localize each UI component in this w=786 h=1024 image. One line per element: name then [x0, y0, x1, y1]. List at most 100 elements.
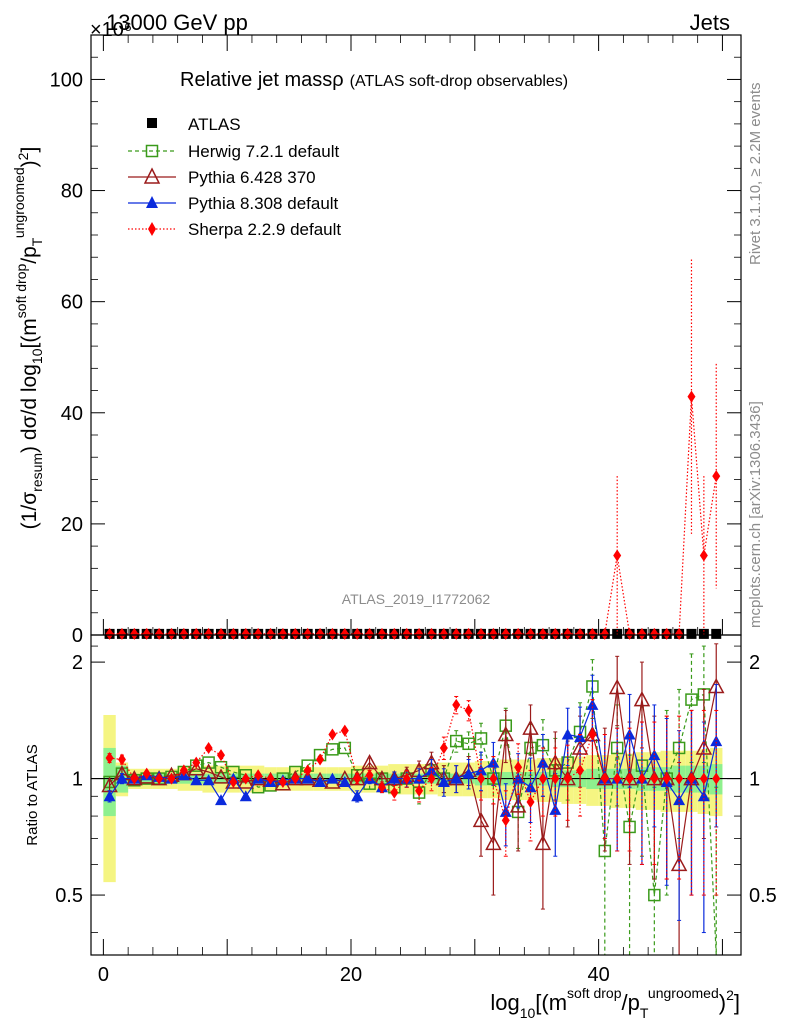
main-point-sherpa-2-2-9-default-45: [662, 627, 671, 640]
ratio-y-tick-label-1: 1: [72, 769, 83, 791]
ratio-point-pythia-8-308-default-38: [574, 731, 587, 743]
main-point-sherpa-2-2-9-default-11: [241, 627, 250, 640]
ratio-point-pythia-6-428-370-35: [534, 834, 552, 851]
ratio-point-sherpa-2-2-9-default-36: [551, 772, 560, 785]
main-point-sherpa-2-2-9-default-20: [353, 627, 362, 640]
ratio-point-pythia-8-308-default-17: [314, 775, 327, 787]
main-point-sherpa-2-2-9-default-44: [650, 627, 659, 640]
ratio-plot-data: [101, 643, 725, 956]
ratio-point-sherpa-2-2-9-default-7: [192, 756, 201, 769]
ratio-point-sherpa-2-2-9-default-20: [353, 772, 362, 785]
ratio-point-sherpa-2-2-9-default-17: [316, 753, 325, 766]
ratio-point-pythia-8-308-default-18: [326, 772, 339, 784]
scale-multiplier: ×10⁶: [90, 19, 132, 41]
ratio-point-sherpa-2-2-9-default-1: [117, 753, 126, 766]
ratio-point-pythia-8-308-default-36: [549, 803, 562, 815]
legend-pythia6: Pythia 6.428 370: [128, 167, 316, 187]
ratio-point-sherpa-2-2-9-default-5: [167, 772, 176, 785]
ratio-point-pythia-8-308-default-37: [561, 728, 574, 740]
ratio-point-sherpa-2-2-9-default-2: [130, 772, 139, 785]
main-point-sherpa-2-2-9-default-3: [142, 627, 151, 640]
ratio-point-sherpa-2-2-9-default-0: [105, 752, 114, 765]
ratio-y-tick-label-2: 2: [72, 652, 83, 674]
main-point-sherpa-2-2-9-default-16: [303, 627, 312, 640]
ratio-point-sherpa-2-2-9-default-44: [650, 772, 659, 785]
legend-herwig: Herwig 7.2.1 default: [128, 142, 339, 161]
main-plot-data: [104, 259, 722, 640]
ratio-point-sherpa-2-2-9-default-27: [439, 741, 448, 754]
ratio-point-sherpa-2-2-9-default-26: [427, 772, 436, 785]
main-point-atlas-49: [711, 628, 722, 639]
main-line-sherpa-2-2-9-default: [109, 396, 717, 635]
main-point-sherpa-2-2-9-default-46: [675, 627, 684, 640]
ratio-point-sherpa-2-2-9-default-35: [538, 772, 547, 785]
ratio-point-pythia-8-308-default-33: [512, 772, 525, 784]
main-y-tick-label-20: 20: [61, 514, 83, 536]
ratio-point-pythia-8-308-default-29: [462, 767, 475, 779]
main-point-sherpa-2-2-9-default-31: [489, 627, 498, 640]
main-point-sherpa-2-2-9-default-2: [130, 627, 139, 640]
main-point-sherpa-2-2-9-default-18: [328, 627, 337, 640]
ratio-point-sherpa-2-2-9-default-43: [637, 772, 646, 785]
main-point-sherpa-2-2-9-default-48: [699, 549, 708, 562]
ratio-point-sherpa-2-2-9-default-46: [675, 772, 684, 785]
main-series-sherpa-2-2-9-default: [105, 259, 721, 640]
ratio-point-sherpa-2-2-9-default-25: [415, 784, 424, 797]
ratio-point-pythia-8-308-default-11: [239, 790, 252, 802]
process-label: Jets: [690, 10, 730, 35]
main-point-sherpa-2-2-9-default-17: [316, 627, 325, 640]
main-point-sherpa-2-2-9-default-22: [377, 627, 386, 640]
ratio-point-sherpa-2-2-9-default-11: [241, 772, 250, 785]
ratio-point-sherpa-2-2-9-default-42: [625, 772, 634, 785]
main-point-atlas-47: [686, 628, 697, 639]
ratio-point-sherpa-2-2-9-default-41: [613, 772, 622, 785]
ratio-y-axis-label: Ratio to ATLAS: [24, 744, 41, 845]
ratio-point-sherpa-2-2-9-default-4: [155, 772, 164, 785]
main-point-sherpa-2-2-9-default-28: [452, 627, 461, 640]
main-point-sherpa-2-2-9-default-24: [402, 627, 411, 640]
ratio-point-sherpa-2-2-9-default-29: [464, 704, 473, 717]
main-point-sherpa-2-2-9-default-5: [167, 627, 176, 640]
ratio-plot-frame: [90, 634, 742, 956]
main-point-sherpa-2-2-9-default-8: [204, 627, 213, 640]
svg-text:log10[(msoft drop/pTungroomed): log10[(msoft drop/pTungroomed)2]: [490, 985, 740, 1021]
ratio-point-sherpa-2-2-9-default-19: [340, 724, 349, 737]
ratio-point-pythia-6-428-370-31: [485, 834, 502, 851]
svg-text:(1/σresum) dσ/d log10[(msoft d: (1/σresum) dσ/d log10[(msoft drop/pTungr…: [11, 147, 45, 530]
ratio-y-tick-label-right-2: 2: [749, 652, 760, 674]
main-point-sherpa-2-2-9-default-25: [415, 627, 424, 640]
ratio-point-pythia-8-308-default-27: [437, 775, 450, 787]
main-point-sherpa-2-2-9-default-26: [427, 627, 436, 640]
svg-text:Pythia 8.308 default: Pythia 8.308 default: [188, 194, 339, 213]
ratio-point-herwig-7-2-1-default-18: [326, 743, 339, 756]
ratio-y-tick-label-right-1: 1: [749, 769, 760, 791]
main-point-sherpa-2-2-9-default-32: [501, 627, 510, 640]
main-point-sherpa-2-2-9-default-6: [179, 627, 188, 640]
analysis-id: ATLAS_2019_I1772062: [342, 591, 491, 607]
ratio-point-pythia-6-428-370-12: [249, 769, 267, 786]
main-y-tick-label-60: 60: [61, 292, 83, 314]
main-point-sherpa-2-2-9-default-42: [625, 627, 634, 640]
legend-pythia8: Pythia 8.308 default: [128, 194, 339, 213]
ratio-point-pythia-8-308-default-28: [450, 772, 463, 784]
main-point-sherpa-2-2-9-default-10: [229, 627, 238, 640]
ratio-point-sherpa-2-2-9-default-40: [600, 772, 609, 785]
main-point-sherpa-2-2-9-default-40: [600, 627, 609, 640]
ratio-point-pythia-8-308-default-42: [623, 728, 636, 740]
ratio-point-sherpa-2-2-9-default-32: [501, 814, 510, 827]
ratio-point-pythia-6-428-370-21: [361, 753, 378, 770]
main-point-sherpa-2-2-9-default-19: [340, 627, 349, 640]
ratio-point-sherpa-2-2-9-default-39: [588, 728, 597, 741]
main-point-sherpa-2-2-9-default-34: [526, 627, 535, 640]
ratio-point-pythia-6-428-370-32: [497, 725, 515, 742]
ratio-point-sherpa-2-2-9-default-28: [452, 698, 461, 711]
ratio-point-herwig-7-2-1-default-44: [648, 888, 661, 902]
x-tick-label-40: 40: [587, 964, 609, 986]
ratio-line-herwig-7-2-1-default: [109, 686, 717, 956]
legend-sherpa: Sherpa 2.2.9 default: [128, 220, 341, 239]
ratio-line-pythia-6-428-370: [109, 686, 717, 865]
main-point-sherpa-2-2-9-default-33: [514, 627, 523, 640]
ratio-point-sherpa-2-2-9-default-8: [204, 741, 213, 754]
ratio-point-sherpa-2-2-9-default-16: [303, 764, 312, 777]
